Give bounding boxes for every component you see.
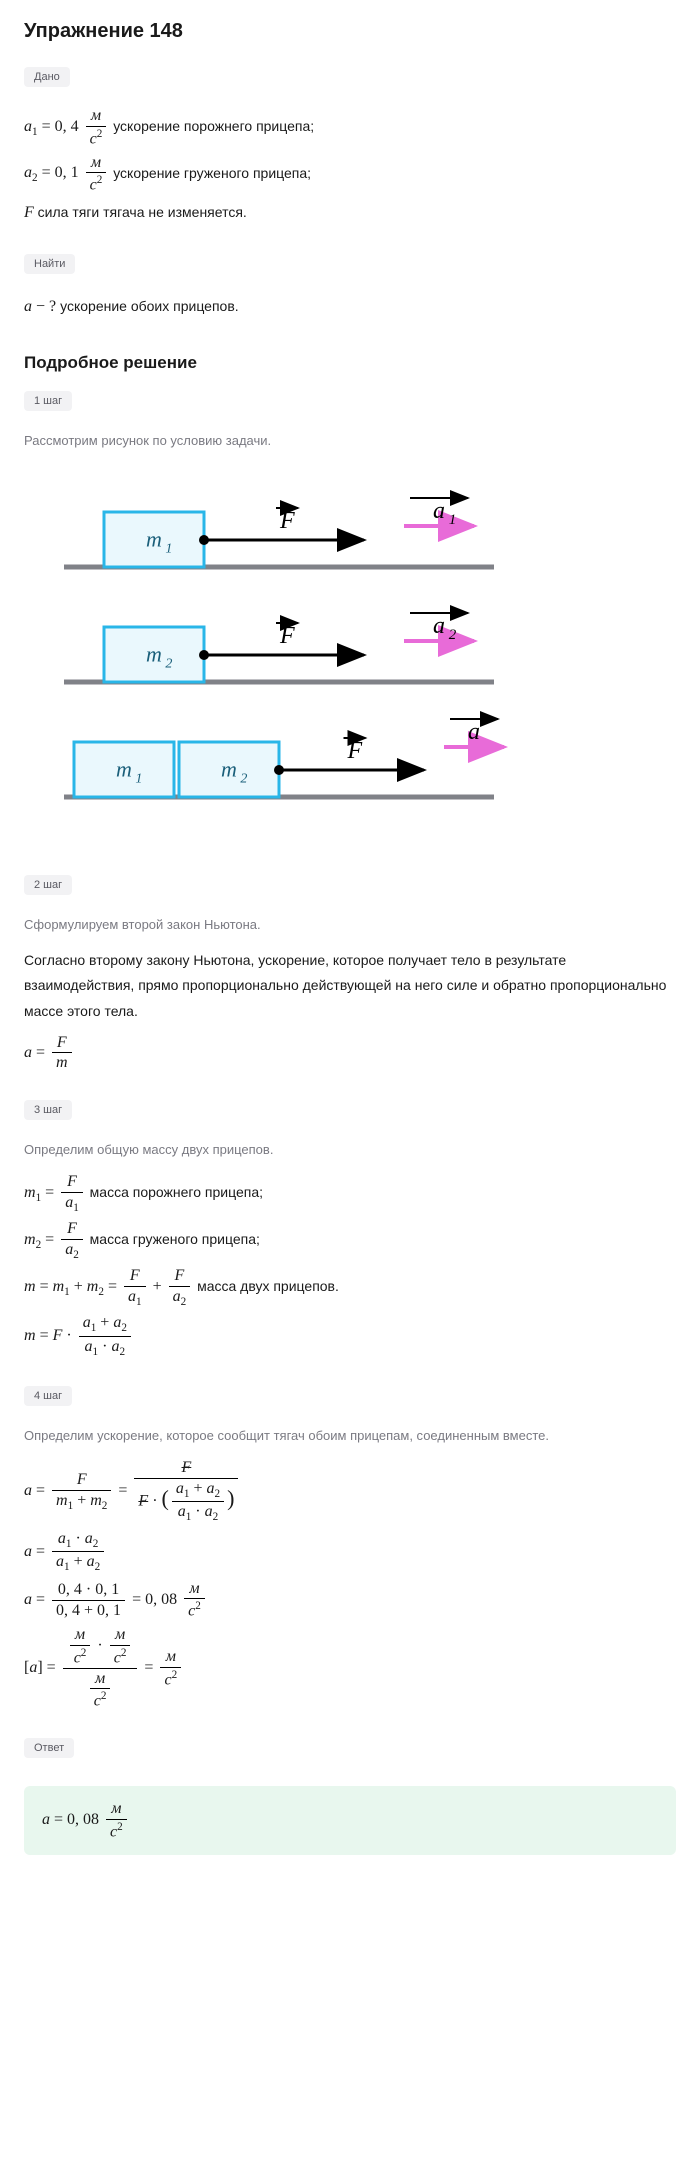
svg-text:a: a bbox=[468, 719, 480, 745]
step3-pill: 3 шаг bbox=[24, 1100, 72, 1120]
svg-text:F: F bbox=[347, 738, 363, 764]
step4-f1: a = Fm1 + m2 = FF · (a1 + a2a1 · a2) bbox=[24, 1459, 676, 1524]
step2-text: Согласно второму закону Ньютона, ускорен… bbox=[24, 948, 676, 1024]
step3-m: m = m1 + m2 = Fa1 + Fa2 масса двух прице… bbox=[24, 1267, 676, 1308]
svg-text:a 2: a 2 bbox=[433, 613, 457, 643]
given-a1: a1 = 0, 4 мc2 ускорение порожнего прицеп… bbox=[24, 107, 676, 148]
detailed-title: Подробное решение bbox=[24, 353, 676, 373]
find-pill: Найти bbox=[24, 254, 75, 274]
step4-f4: [a] = мc2 · мc2мc2 = мc2 bbox=[24, 1626, 676, 1710]
step3-m1: m1 = Fa1 масса порожнего прицепа; bbox=[24, 1173, 676, 1214]
step2-pill: 2 шаг bbox=[24, 875, 72, 895]
step4-desc: Определим ускорение, которое сообщит тяг… bbox=[24, 1428, 676, 1443]
step4-pill: 4 шаг bbox=[24, 1386, 72, 1406]
step4-f2: a = a1 · a2a1 + a2 bbox=[24, 1530, 676, 1574]
step2-formula: a = Fm bbox=[24, 1034, 676, 1072]
step4-f3: a = 0, 4 · 0, 10, 4 + 0, 1 = 0, 08 мc2 bbox=[24, 1580, 676, 1621]
step1-desc: Рассмотрим рисунок по условию задачи. bbox=[24, 433, 676, 448]
physics-diagram: m 1Fa 1m 2Fa 2m 1m 2Fa bbox=[24, 472, 676, 835]
step2-desc: Сформулируем второй закон Ньютона. bbox=[24, 917, 676, 932]
step3-m-final: m = F · a1 + a2a1 · a2 bbox=[24, 1314, 676, 1358]
answer-pill: Ответ bbox=[24, 1738, 74, 1758]
find-a: a − ? ускорение обоих прицепов. bbox=[24, 294, 676, 320]
step3-m2: m2 = Fa2 масса груженого прицепа; bbox=[24, 1220, 676, 1261]
given-f: F сила тяги тягача не изменяется. bbox=[24, 200, 676, 226]
svg-text:F: F bbox=[279, 623, 295, 649]
page-title: Упражнение 148 bbox=[24, 20, 676, 43]
svg-text:F: F bbox=[279, 508, 295, 534]
given-a2: a2 = 0, 1 мc2 ускорение груженого прицеп… bbox=[24, 154, 676, 195]
answer-box: a = 0, 08 мc2 bbox=[24, 1786, 676, 1855]
svg-text:a 1: a 1 bbox=[433, 498, 456, 528]
given-pill: Дано bbox=[24, 67, 70, 87]
step3-desc: Определим общую массу двух прицепов. bbox=[24, 1142, 676, 1157]
step1-pill: 1 шаг bbox=[24, 391, 72, 411]
